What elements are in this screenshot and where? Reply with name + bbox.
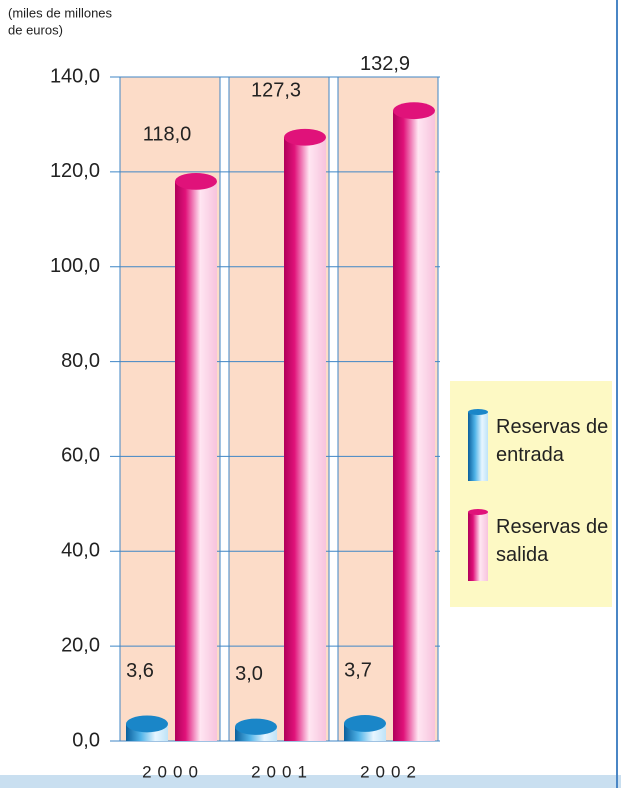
bar-cap	[126, 715, 168, 733]
legend-label: Reservas de entrada	[496, 416, 609, 466]
y-tick-label: 40,0	[61, 540, 100, 562]
bar-cap	[284, 128, 326, 146]
legend-label: Reservas de salida	[496, 516, 609, 566]
y-tick-label: 20,0	[61, 634, 100, 656]
bar	[393, 110, 435, 741]
unit-label: de euros)	[8, 22, 63, 37]
bar	[175, 181, 217, 742]
bar	[284, 137, 326, 742]
bottom-strip	[0, 775, 621, 788]
x-tick-label: 2000	[142, 762, 204, 781]
y-tick-label: 0,0	[72, 729, 100, 751]
value-label: 132,9	[360, 53, 410, 75]
legend-swatch	[468, 512, 488, 581]
legend-swatch	[468, 412, 488, 481]
y-tick-label: 120,0	[50, 160, 100, 182]
y-tick-label: 100,0	[50, 255, 100, 277]
legend-item: Reservas de entrada	[468, 409, 608, 481]
bar-cap	[235, 718, 277, 735]
x-tick-label: 2002	[360, 762, 422, 781]
y-tick-label: 60,0	[61, 445, 100, 467]
legend: Reservas de entrada Reservas de salida	[450, 381, 612, 607]
value-label: 127,3	[251, 80, 301, 102]
y-tick-label: 80,0	[61, 350, 100, 372]
value-label: 3,6	[126, 660, 154, 682]
unit-label: (miles de millones	[8, 5, 113, 20]
legend-item: Reservas de salida	[468, 509, 608, 581]
value-label: 3,0	[235, 663, 263, 685]
bar-cap	[393, 102, 435, 120]
value-label: 3,7	[344, 660, 372, 682]
x-tick-label: 2001	[251, 762, 313, 781]
bar-cap	[344, 715, 386, 732]
y-tick-label: 140,0	[50, 65, 100, 87]
legend-icon	[468, 409, 488, 481]
value-label: 118,0	[143, 124, 192, 146]
legend-swatch-cap	[468, 409, 488, 415]
legend-swatch-cap	[468, 509, 488, 515]
bar-cap	[175, 172, 217, 190]
legend-icon	[468, 509, 488, 581]
